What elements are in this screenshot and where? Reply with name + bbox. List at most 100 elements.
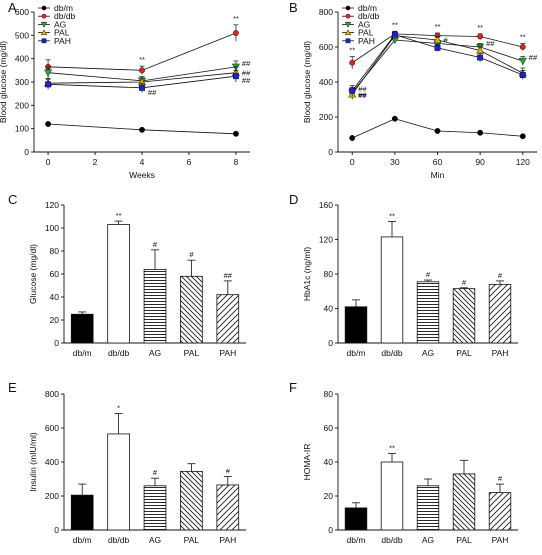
y-tick-label: 400	[45, 457, 59, 467]
significance-mark: ##	[242, 69, 251, 78]
y-axis-label: HOMA-IR	[302, 444, 312, 481]
significance-mark: **	[477, 23, 483, 32]
series-line	[48, 32, 237, 71]
x-tick-label: 60	[433, 157, 443, 167]
panel-label: D	[289, 192, 298, 207]
bar	[488, 492, 512, 531]
legend-item: PAH	[342, 36, 375, 46]
significance-mark: ##	[242, 76, 251, 85]
legend-label: PAH	[358, 36, 375, 46]
x-tick-label: PAL	[456, 348, 472, 358]
y-tick-label: 100	[45, 223, 59, 233]
y-axis-label: Blood glucose (mg/dl)	[0, 41, 8, 123]
y-tick-label: 200	[45, 491, 59, 501]
y-tick-label: 0	[24, 147, 29, 157]
x-tick-label: 120	[516, 157, 530, 167]
y-tick-label: 60	[324, 423, 334, 433]
x-tick-label: 8	[234, 157, 239, 167]
bar	[180, 470, 203, 531]
bar	[70, 313, 94, 344]
bar	[216, 484, 240, 531]
x-tick-label: PAL	[184, 535, 200, 545]
data-point	[519, 44, 526, 50]
legend-item: PAL	[342, 28, 374, 38]
x-tick-label: PAH	[219, 348, 236, 358]
significance-mark: ##	[358, 85, 367, 94]
data-point	[477, 129, 484, 136]
y-tick-label: 120	[45, 200, 59, 210]
significance-mark: #	[498, 474, 503, 483]
significance-mark: ##	[148, 88, 157, 97]
x-axis-label: Min	[431, 170, 445, 180]
legend-marker	[41, 5, 47, 11]
legend-marker	[40, 21, 48, 28]
y-tick-label: 40	[324, 304, 334, 314]
panel-label: B	[289, 0, 298, 15]
y-tick-label: 0	[328, 147, 333, 157]
bar	[70, 494, 94, 531]
x-tick-label: db/db	[108, 535, 130, 545]
y-tick-label: 0	[54, 338, 59, 348]
series-db/db: ** **	[45, 14, 239, 75]
y-tick-label: 200	[15, 100, 29, 110]
bar	[380, 236, 404, 344]
significance-mark: **	[389, 444, 395, 453]
x-tick-label: db/m	[73, 348, 92, 358]
panel-B: 0 200 400 600 800 Blood glucose (mg/dl) 0 30 60 9…	[302, 3, 538, 180]
x-tick-label: db/db	[381, 348, 403, 358]
x-tick-label: PAH	[492, 535, 509, 545]
x-tick-label: db/m	[73, 535, 92, 545]
data-point	[139, 67, 145, 74]
legend-marker	[344, 29, 352, 36]
data-point	[391, 31, 398, 38]
bar	[143, 268, 167, 344]
data-point	[391, 115, 398, 122]
panel-D: 0 40 80 120 160 HbA1c (ng/ml) db/m ** db/db # AG # P…	[302, 200, 518, 358]
significance-mark: #	[462, 278, 467, 287]
y-tick-label: 60	[50, 269, 60, 279]
legend-label: db/db	[358, 11, 380, 21]
bar	[216, 294, 240, 344]
data-point	[139, 84, 145, 91]
data-point	[477, 54, 484, 61]
bar	[452, 288, 476, 344]
data-point	[45, 121, 52, 127]
series-PAH: ####	[45, 69, 251, 97]
y-tick-label: 300	[15, 77, 29, 87]
y-axis-label: Insulin (mIU/ml)	[28, 432, 38, 492]
x-tick-label: 2	[93, 157, 98, 167]
x-tick-label: AG	[149, 348, 161, 358]
series-PAH: ##	[349, 31, 526, 100]
x-tick-label: AG	[149, 535, 161, 545]
panel-label: C	[8, 192, 17, 207]
bar	[180, 275, 203, 344]
series-PAL: ##	[44, 66, 251, 88]
bar	[107, 224, 130, 344]
y-tick-label: 0	[54, 525, 59, 535]
panel-label: A	[8, 0, 17, 15]
y-tick-label: 100	[15, 124, 29, 134]
data-point	[139, 126, 145, 133]
x-tick-label: 90	[475, 157, 485, 167]
legend-marker	[41, 38, 47, 44]
data-point	[232, 30, 239, 36]
significance-mark: ##	[529, 53, 538, 62]
significance-mark: #	[226, 466, 231, 475]
legend-label: PAL	[54, 28, 70, 38]
bar	[488, 283, 512, 344]
y-axis-label: Glucose (mg/dl)	[28, 244, 38, 304]
significance-mark: #	[498, 271, 503, 280]
x-tick-label: db/db	[108, 348, 130, 358]
bar	[143, 485, 167, 531]
y-tick-label: 800	[319, 7, 333, 17]
data-point	[45, 81, 52, 88]
significance-mark: ##	[358, 91, 367, 100]
y-tick-label: 40	[324, 457, 334, 467]
bar	[107, 433, 130, 531]
significance-mark: **	[435, 22, 441, 31]
significance-mark: **	[233, 14, 239, 23]
panel-label: F	[289, 380, 297, 395]
x-tick-label: 6	[187, 157, 192, 167]
legend-marker	[344, 21, 352, 28]
